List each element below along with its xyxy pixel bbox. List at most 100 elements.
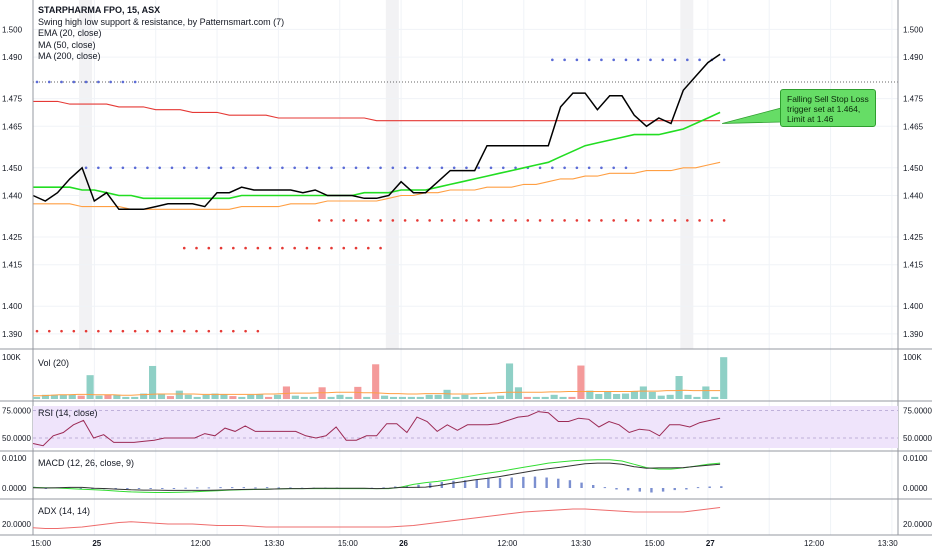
volume-bar [702, 386, 710, 399]
volume-bar [675, 376, 683, 399]
macd-histogram-bar [184, 487, 187, 489]
support-dot [342, 246, 346, 250]
support-dot [514, 219, 517, 222]
macd-histogram-bar [254, 487, 257, 489]
support-dot [379, 219, 382, 222]
volume-bar [381, 395, 389, 399]
macd-histogram-bar [661, 488, 665, 492]
support-dot [673, 219, 677, 222]
volume-bar [541, 396, 549, 399]
volume-bar [238, 396, 246, 399]
support-dot [232, 329, 235, 333]
price-tick-right: 1.440 [903, 191, 924, 200]
resistance-dot [109, 80, 112, 84]
resistance-dot [624, 166, 628, 170]
legend-ema: EMA (20, close) [38, 28, 102, 38]
support-dot [440, 219, 444, 222]
volume-bar [639, 386, 647, 399]
support-dot [256, 246, 260, 250]
session-shade [680, 0, 694, 349]
volume-bar [514, 387, 523, 399]
support-dot [195, 329, 198, 333]
macd-histogram-bar [79, 488, 82, 489]
price-tick-right: 1.500 [903, 25, 924, 34]
price-tick-right: 1.475 [903, 95, 924, 104]
resistance-dot [121, 80, 125, 84]
volume-bar [711, 396, 719, 399]
support-dot [403, 219, 407, 222]
macd-histogram-bar [382, 487, 385, 489]
callout-pointer [722, 107, 782, 124]
volume-bar [434, 394, 442, 399]
macd-histogram-bar [277, 487, 280, 489]
resistance-dot [612, 166, 615, 170]
support-dot [281, 246, 284, 250]
resistance-dot [440, 166, 444, 170]
support-dot [624, 219, 628, 222]
support-dot [612, 219, 615, 222]
macd-histogram-bar [230, 487, 234, 489]
resistance-dot [195, 166, 198, 170]
session-shade [79, 0, 93, 349]
volume-bar [131, 396, 139, 399]
support-dot [489, 219, 493, 222]
support-dot [317, 246, 321, 250]
volume-bar [559, 396, 567, 399]
volume-bar [184, 394, 192, 399]
price-tick-right: 1.415 [903, 261, 924, 270]
price-tick-right: 1.465 [903, 122, 924, 131]
support-dot [600, 219, 603, 222]
macd-histogram-bar [428, 483, 432, 488]
macd-histogram-bar [626, 488, 630, 491]
support-dot [710, 219, 714, 222]
macd-histogram-bar [673, 488, 676, 491]
volume-bar [407, 396, 415, 399]
volume-bar [77, 395, 85, 399]
resistance-dot [636, 58, 640, 62]
callout-line-3: Limit at 1.46 [787, 114, 834, 124]
support-dot [636, 219, 640, 222]
support-dot [477, 219, 481, 222]
support-dot [538, 219, 542, 222]
volume-bar [157, 393, 166, 399]
resistance-dot [97, 80, 100, 84]
volume-tick-left: 100K [2, 353, 21, 362]
macd-histogram-bar [592, 485, 595, 488]
volume-bar [523, 396, 531, 399]
volume-bar [68, 394, 76, 399]
support-dot [182, 246, 186, 250]
macd-histogram-bar [533, 476, 537, 488]
volume-bar [41, 394, 50, 399]
price-tick-left: 1.490 [2, 53, 23, 62]
support-dot [121, 329, 125, 333]
price-tick-right: 1.490 [903, 53, 924, 62]
volume-ma-line [33, 389, 721, 397]
resistance-dot [60, 80, 63, 84]
resistance-dot [575, 166, 579, 170]
volume-bar [621, 393, 630, 399]
support-dot [391, 219, 395, 222]
macd-histogram-bar [580, 482, 583, 488]
support-dot [35, 329, 39, 333]
support-dot [219, 246, 223, 250]
resistance-dot [342, 166, 346, 170]
volume-bar [505, 363, 514, 399]
macd-histogram-bar [196, 487, 199, 489]
volume-bar [291, 395, 299, 399]
volume-bar [648, 391, 656, 399]
resistance-dot [379, 166, 382, 170]
volume-bar [595, 393, 603, 399]
support-dot [305, 246, 309, 250]
volume-bar [327, 396, 335, 399]
macd-histogram-bar [708, 486, 711, 488]
resistance-dot [538, 166, 542, 170]
price-tick-left: 1.390 [2, 330, 23, 339]
macd-histogram-bar [126, 488, 129, 489]
macd-histogram-bar [207, 487, 211, 489]
volume-bar [372, 364, 380, 399]
close-price-line [32, 53, 721, 211]
volume-bar [389, 396, 398, 399]
legend-ma200: MA (200, close) [38, 51, 101, 61]
support-dot [72, 329, 76, 333]
